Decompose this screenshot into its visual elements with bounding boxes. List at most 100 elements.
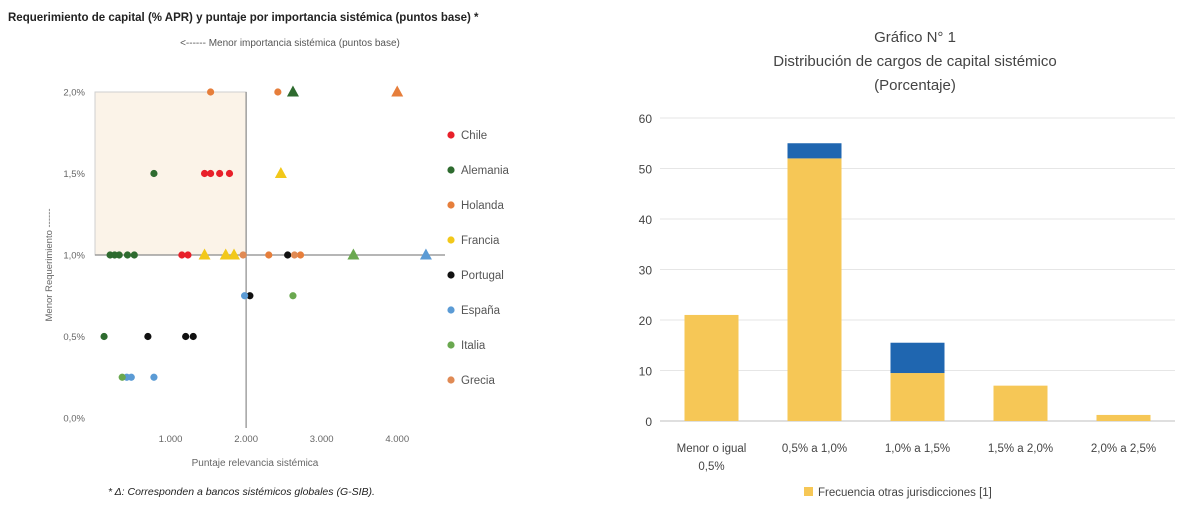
scatter-point <box>123 251 132 259</box>
legend-marker <box>447 341 455 349</box>
scatter-point-gsib <box>198 248 211 260</box>
scatter-y-axis-label: Menor Requerimiento ------ <box>44 209 55 322</box>
y-tick-label: 30 <box>639 264 653 278</box>
bar-chart: Gráfico N° 1 Distribución de cargos de c… <box>639 29 1175 499</box>
scatter-point <box>178 251 186 259</box>
legend-label: Holanda <box>461 200 504 212</box>
legend-marker <box>447 376 455 384</box>
scatter-footnote: * Δ: Corresponden a bancos sistémicos gl… <box>108 486 375 498</box>
x-tick-label: 3.000 <box>310 434 334 445</box>
category-label: 0,5% <box>698 461 724 473</box>
legend-label: Francia <box>461 235 500 247</box>
scatter-point <box>184 251 192 259</box>
bar-segment-secondary <box>890 342 945 374</box>
bar-chart-title: Gráfico N° 1 <box>874 29 956 46</box>
bar-segment-secondary <box>787 143 842 159</box>
scatter-point <box>207 88 215 96</box>
legend-label: Alemania <box>461 165 510 177</box>
scatter-point <box>274 88 282 96</box>
highlight-region <box>94 91 247 256</box>
legend-label-frecuencia: Frecuencia otras jurisdicciones [1] <box>818 487 992 499</box>
scatter-x-axis-label: Puntaje relevancia sistémica <box>192 458 319 469</box>
scatter-subtitle: <------ Menor importancia sistémica (pun… <box>180 38 400 49</box>
y-tick-label: 1,5% <box>63 169 85 180</box>
scatter-point-gsib <box>286 85 299 97</box>
scatter-point-gsib <box>391 85 404 97</box>
scatter-point <box>265 251 273 259</box>
y-tick-label: 0,5% <box>63 332 85 343</box>
scatter-point <box>200 169 209 178</box>
scatter-point <box>284 251 292 259</box>
scatter-point <box>144 332 152 341</box>
category-label: 0,5% a 1,0% <box>782 443 847 455</box>
scatter-point-gsib <box>274 167 287 178</box>
bar-segment-frecuencia <box>787 158 842 421</box>
scatter-point <box>130 251 138 259</box>
bar-segment-frecuencia <box>993 385 1048 421</box>
bar-segment-frecuencia <box>684 314 739 421</box>
bar-category-labels: Menor o igual 0,5% 0,5% a 1,0% 1,0% a 1,5% 1… <box>677 443 1156 473</box>
scatter-chart: Requerimiento de capital (% APR) y punta… <box>8 12 510 498</box>
bar-chart-subtitle: Distribución de cargos de capital sistém… <box>773 53 1056 70</box>
category-label: 2,0% a 2,5% <box>1091 443 1156 455</box>
y-tick-label: 20 <box>639 314 653 328</box>
legend-marker <box>447 271 455 279</box>
scatter-point <box>182 332 190 341</box>
scatter-title: Requerimiento de capital (% APR) y punta… <box>8 12 479 24</box>
scatter-point <box>246 292 254 300</box>
legend-marker <box>447 236 455 244</box>
y-tick-label: 1,0% <box>63 251 85 262</box>
legend-marker <box>447 166 455 174</box>
y-tick-label: 0,0% <box>63 414 85 425</box>
scatter-point-gsib <box>347 248 360 260</box>
scatter-point <box>289 292 297 300</box>
scatter-points <box>100 85 432 381</box>
scatter-point <box>290 251 299 259</box>
legend-label: España <box>461 305 501 317</box>
legend-label: Grecia <box>461 375 495 387</box>
category-label: 1,5% a 2,0% <box>988 443 1053 455</box>
legend-marker <box>447 306 455 314</box>
scatter-point <box>118 373 126 381</box>
y-tick-label: 50 <box>639 163 653 177</box>
bar-marks <box>684 143 1151 421</box>
scatter-point-gsib <box>228 248 241 260</box>
x-tick-label: 2.000 <box>234 434 258 445</box>
category-label: 1,0% a 1,5% <box>885 443 950 455</box>
scatter-point <box>150 373 158 381</box>
legend-label: Chile <box>461 130 487 142</box>
bar-segment-frecuencia <box>1096 414 1151 421</box>
category-label: Menor o igual <box>677 443 747 455</box>
bar-chart-subtitle-unit: (Porcentaje) <box>874 77 956 94</box>
y-tick-label: 2,0% <box>63 88 85 99</box>
y-axis-ticks: 0,0% 0,5% 1,0% 1,5% 2,0% <box>63 88 85 425</box>
legend-label: Italia <box>461 340 486 352</box>
x-axis-ticks: 1.000 2.000 3.000 4.000 <box>159 434 409 445</box>
scatter-point <box>239 251 247 259</box>
legend-label: Portugal <box>461 270 504 282</box>
scatter-point-gsib <box>419 248 432 260</box>
scatter-point <box>189 332 197 341</box>
scatter-point <box>225 169 234 178</box>
bar-segment-frecuencia <box>890 373 945 421</box>
scatter-point <box>100 332 108 341</box>
scatter-legend: Chile Alemania Holanda Francia Portugal Españ… <box>447 130 510 387</box>
x-tick-label: 1.000 <box>159 434 183 445</box>
scatter-point <box>127 373 135 381</box>
scatter-point-gsib <box>219 248 232 260</box>
legend-swatch-frecuencia <box>804 487 813 496</box>
scatter-point <box>207 169 215 178</box>
scatter-point <box>296 251 305 259</box>
y-tick-label: 10 <box>639 365 653 379</box>
legend-marker <box>447 131 455 139</box>
scatter-point <box>150 169 158 178</box>
legend-marker <box>447 201 455 209</box>
scatter-point <box>216 169 224 178</box>
bar-legend: Frecuencia otras jurisdicciones [1] <box>804 487 992 499</box>
x-tick-label: 4.000 <box>385 434 409 445</box>
scatter-point <box>115 251 123 259</box>
y-tick-label: 40 <box>639 213 653 227</box>
y-tick-label: 60 <box>639 112 653 126</box>
y-tick-label: 0 <box>645 415 652 429</box>
